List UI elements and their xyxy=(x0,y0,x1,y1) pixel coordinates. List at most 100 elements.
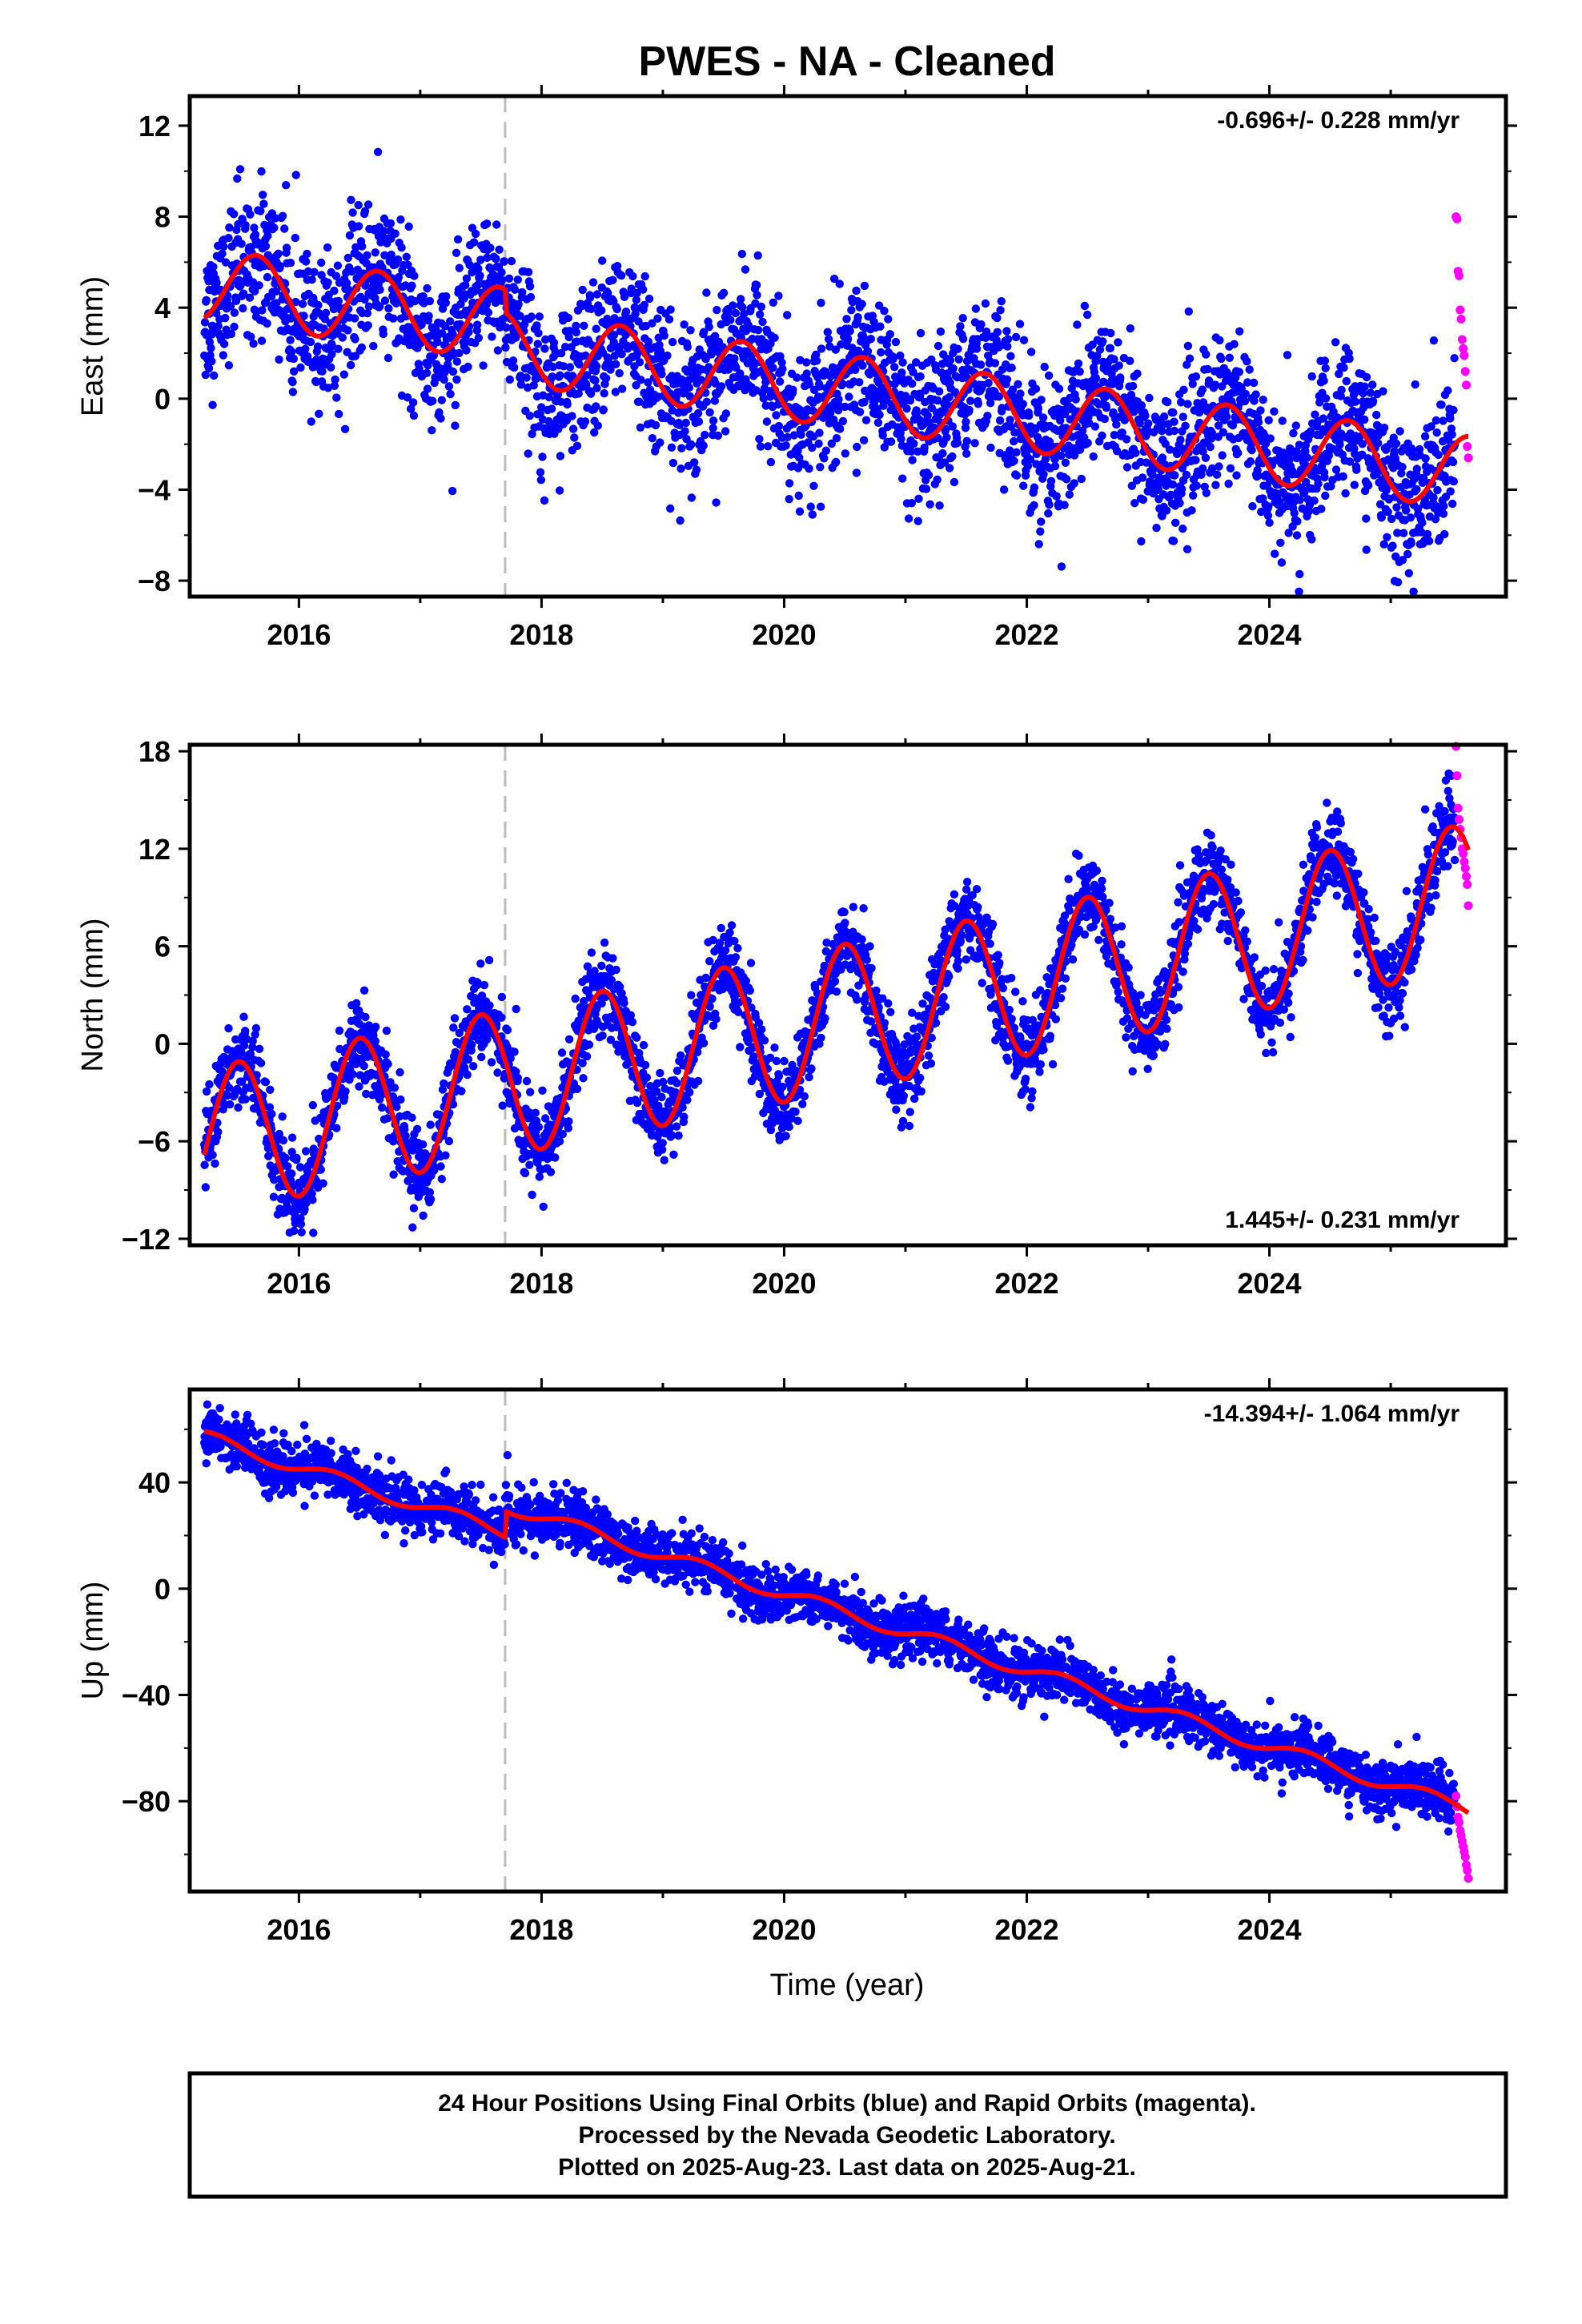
data-point xyxy=(582,371,592,380)
data-point xyxy=(665,315,674,324)
data-point xyxy=(730,354,739,363)
data-point xyxy=(464,1055,473,1064)
data-point xyxy=(1168,480,1178,489)
data-point xyxy=(586,389,596,398)
data-point xyxy=(686,326,695,335)
data-point xyxy=(259,191,267,199)
data-point xyxy=(307,275,316,284)
data-point xyxy=(396,1095,405,1104)
data-point xyxy=(1251,390,1260,399)
data-point xyxy=(298,300,307,308)
data-point xyxy=(1187,506,1196,515)
data-point xyxy=(875,410,884,420)
data-point xyxy=(648,434,656,443)
data-point xyxy=(1144,419,1153,428)
data-point xyxy=(737,295,745,304)
data-point xyxy=(785,479,794,488)
data-point xyxy=(1215,336,1224,345)
data-point xyxy=(692,465,701,474)
data-point xyxy=(935,387,944,396)
rapid-point xyxy=(1452,214,1462,223)
data-point xyxy=(869,398,879,407)
data-point xyxy=(327,350,336,359)
data-point xyxy=(752,280,761,290)
data-point xyxy=(766,457,776,467)
data-point xyxy=(958,334,968,344)
data-point xyxy=(1439,501,1448,511)
data-point xyxy=(474,264,483,273)
data-point xyxy=(904,514,913,523)
data-point xyxy=(599,405,608,414)
data-point xyxy=(719,288,729,297)
data-point xyxy=(908,379,917,388)
data-point xyxy=(1421,454,1430,463)
data-point xyxy=(363,321,372,330)
data-point xyxy=(457,1087,466,1096)
data-point xyxy=(308,1196,317,1204)
data-point xyxy=(1012,471,1022,480)
data-point xyxy=(426,1195,436,1204)
data-point xyxy=(1429,493,1438,502)
data-point xyxy=(677,444,686,452)
data-point xyxy=(683,343,692,352)
data-point xyxy=(455,263,464,272)
data-point xyxy=(841,449,850,458)
data-point xyxy=(239,1012,248,1021)
data-point xyxy=(1170,471,1179,480)
data-point xyxy=(348,208,357,217)
data-point xyxy=(318,367,327,376)
data-point xyxy=(1264,416,1273,424)
data-point xyxy=(1138,495,1148,505)
y-tick-label: 4 xyxy=(155,292,171,324)
data-point xyxy=(759,394,768,403)
data-point xyxy=(705,323,713,332)
data-point xyxy=(913,517,922,525)
data-point xyxy=(269,1192,279,1201)
data-point xyxy=(962,449,971,458)
data-point xyxy=(291,171,300,179)
data-point xyxy=(1083,438,1092,448)
data-point xyxy=(729,301,737,310)
data-point xyxy=(287,1133,297,1142)
data-point xyxy=(536,476,545,485)
data-point xyxy=(549,338,559,348)
data-point xyxy=(382,1026,391,1035)
data-point xyxy=(1407,539,1415,548)
data-point xyxy=(1145,393,1154,403)
data-point xyxy=(954,344,962,353)
data-point xyxy=(683,1096,692,1104)
data-point xyxy=(644,294,654,304)
data-point xyxy=(1201,453,1211,462)
data-point xyxy=(1224,479,1233,489)
data-point xyxy=(802,369,811,378)
data-point xyxy=(1010,456,1018,465)
data-point xyxy=(982,333,990,342)
data-point xyxy=(397,243,406,252)
data-point xyxy=(1202,489,1211,497)
data-point xyxy=(816,502,825,511)
data-point xyxy=(451,421,460,430)
data-point xyxy=(861,416,871,424)
data-point xyxy=(317,271,326,279)
data-point xyxy=(705,408,714,417)
data-point xyxy=(389,314,398,323)
data-point xyxy=(386,219,396,228)
data-point xyxy=(346,360,355,370)
data-point xyxy=(1002,327,1011,336)
data-point xyxy=(669,458,678,468)
data-point xyxy=(1090,422,1100,431)
data-point xyxy=(522,1076,532,1086)
data-point xyxy=(1189,491,1198,500)
data-point xyxy=(604,359,614,368)
data-point xyxy=(820,454,829,463)
data-point xyxy=(1342,376,1351,386)
data-point xyxy=(529,381,538,390)
data-point xyxy=(632,381,640,390)
data-point xyxy=(1169,408,1178,417)
data-point xyxy=(1177,485,1186,493)
data-point xyxy=(522,373,531,382)
data-point xyxy=(1388,541,1397,550)
data-point xyxy=(831,345,841,354)
data-point xyxy=(323,278,332,287)
data-point xyxy=(555,486,564,495)
